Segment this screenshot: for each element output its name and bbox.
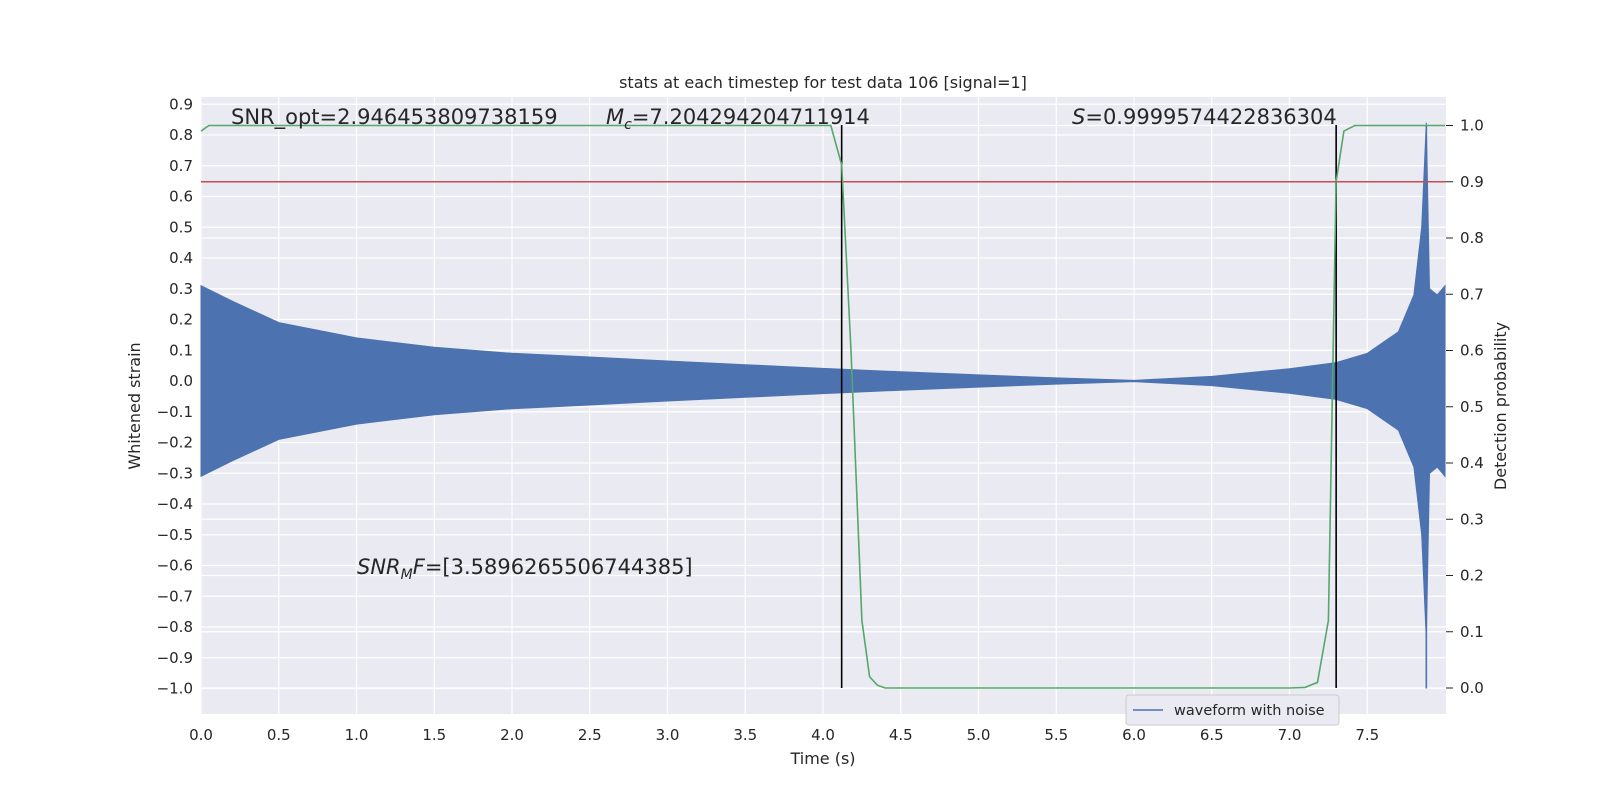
s-value: =0.9999574422836304 <box>1085 105 1336 129</box>
y2-tick-label: 0.7 <box>1460 285 1484 303</box>
y2-tick-label: 0.1 <box>1460 623 1484 641</box>
snrmf-value: =[3.5896265506744385] <box>425 555 693 579</box>
x-tick-label: 2.5 <box>578 726 602 744</box>
y2-axis-label: Detection probability <box>1491 322 1510 490</box>
snrmf-subscript: M <box>401 567 413 583</box>
y-tick-label: 0.4 <box>169 249 193 267</box>
legend: waveform with noise <box>1125 694 1340 726</box>
y-tick-label: −0.1 <box>157 403 193 421</box>
y2-tick-label: 0.0 <box>1460 679 1484 697</box>
waveform-with-noise-series <box>200 122 1446 640</box>
y-tick-label: −0.3 <box>157 464 193 482</box>
y2-tick-label: 1.0 <box>1460 117 1484 135</box>
y-tick-label: 0.2 <box>169 311 193 329</box>
y2-tick-label: 0.2 <box>1460 567 1484 585</box>
y2-tick-label: 0.4 <box>1460 454 1484 472</box>
mc-value: =7.204294204711914 <box>632 105 870 129</box>
x-tick-label: 4.5 <box>889 726 913 744</box>
y-tick-label: −1.0 <box>157 680 193 698</box>
y2-tick-label: 0.8 <box>1460 229 1484 247</box>
y-tick-label: −0.8 <box>157 618 193 636</box>
y-tick-label: −0.5 <box>157 526 193 544</box>
y-tick-label: 0.1 <box>169 341 193 359</box>
y-tick-label: 0.3 <box>169 280 193 298</box>
x-tick-label: 4.0 <box>811 726 835 744</box>
y-tick-label: −0.6 <box>157 557 193 575</box>
mc-annotation: Mc=7.204294204711914 <box>606 105 870 133</box>
chart-title: stats at each timestep for test data 106… <box>619 73 1027 92</box>
s-annotation: S=0.9999574422836304 <box>1072 105 1337 129</box>
y-tick-label: 0.8 <box>169 126 193 144</box>
y-tick-label: 0.7 <box>169 157 193 175</box>
mc-symbol: M <box>606 105 624 129</box>
y2-tick-label: 0.3 <box>1460 510 1484 528</box>
y-tick-label: −0.2 <box>157 434 193 452</box>
detection-probability-series <box>200 124 1445 689</box>
legend-box <box>1125 694 1340 726</box>
x-tick-label: 1.5 <box>422 726 446 744</box>
x-tick-label: 7.5 <box>1355 726 1379 744</box>
y-tick-label: 0.0 <box>169 372 193 390</box>
waveform-layer <box>200 122 1446 689</box>
x-tick-label: 7.0 <box>1278 726 1302 744</box>
x-axis-label: Time (s) <box>789 749 855 768</box>
x-tick-label: 3.5 <box>733 726 757 744</box>
y2-tick-labels: 1.0 0.9 0.8 0.7 0.6 0.5 0.4 0.3 0.2 0.1 0.0 <box>1446 117 1484 697</box>
x-tick-labels: 0.0 0.5 1.0 1.5 2.0 2.5 3.0 3.5 4.0 4.5 5.0 5.5 6.0 6… <box>189 726 1379 744</box>
x-tick-label: 2.0 <box>500 726 524 744</box>
y-tick-label: −0.4 <box>157 495 193 513</box>
x-tick-label: 5.0 <box>967 726 991 744</box>
x-tick-label: 5.5 <box>1044 726 1068 744</box>
y-tick-label: 0.6 <box>169 188 193 206</box>
x-tick-label: 0.0 <box>189 726 213 744</box>
y2-tick-label: 0.9 <box>1460 173 1484 191</box>
y-tick-label: −0.7 <box>157 587 193 605</box>
x-tick-label: 6.0 <box>1122 726 1146 744</box>
x-tick-label: 1.0 <box>345 726 369 744</box>
x-tick-label: 3.0 <box>656 726 680 744</box>
snrmf-symbol2: F <box>413 555 426 579</box>
y-axis-label: Whitened strain <box>125 342 144 469</box>
overlay-layer <box>200 124 1446 689</box>
s-symbol: S <box>1072 105 1085 129</box>
snrmf-annotation: SNRMF=[3.5896265506744385] <box>357 555 693 583</box>
y2-tick-label: 0.5 <box>1460 398 1484 416</box>
x-tick-label: 6.5 <box>1200 726 1224 744</box>
y-tick-label: 0.5 <box>169 218 193 236</box>
x-tick-label: 0.5 <box>267 726 291 744</box>
snr-opt-annotation: SNR_opt=2.946453809738159 <box>231 105 558 130</box>
mc-subscript: c <box>624 117 632 133</box>
snrmf-symbol: SNR <box>357 555 401 579</box>
y2-tick-label: 0.6 <box>1460 342 1484 360</box>
y-tick-label: −0.9 <box>157 649 193 667</box>
legend-entry-waveform: waveform with noise <box>1174 703 1325 719</box>
y-tick-labels: 0.9 0.8 0.7 0.6 0.5 0.4 0.3 0.2 0.1 0.0 −0.1 −0.2 −0… <box>157 95 193 697</box>
y-tick-label: 0.9 <box>169 95 193 113</box>
